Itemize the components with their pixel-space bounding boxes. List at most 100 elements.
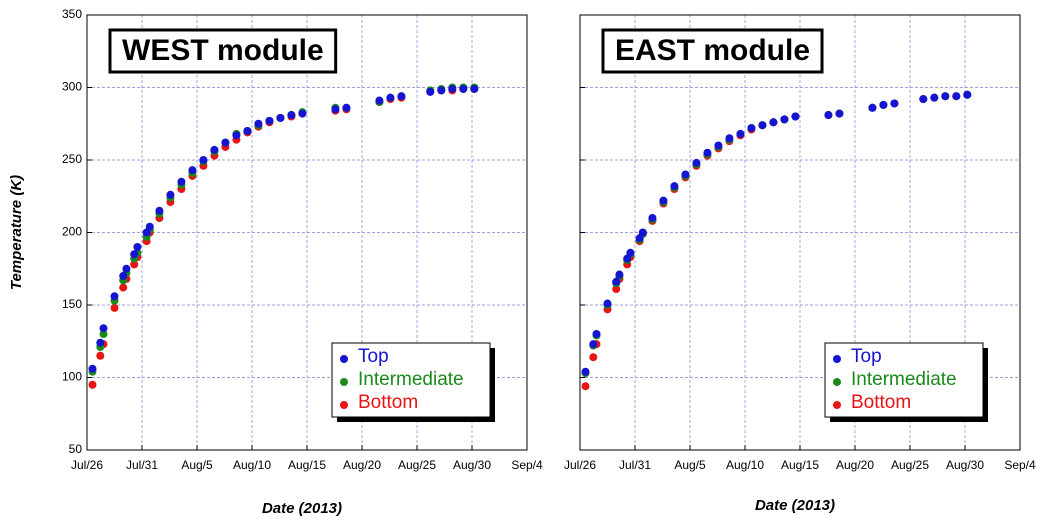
legend-label: Bottom [358,392,418,413]
x-tick-label: Aug/10 [726,458,764,472]
x-tick-label: Jul/31 [126,458,158,472]
x-tick-label: Aug/25 [398,458,436,472]
data-point [276,113,285,122]
plot-frame [579,14,1021,451]
data-point [426,87,435,96]
data-point [589,353,598,362]
data-point [769,118,778,127]
data-point [265,116,274,125]
data-point [780,115,789,124]
data-point [612,285,621,294]
data-point [437,86,446,95]
data-point [375,96,384,105]
data-point [99,330,108,338]
data-point [133,243,142,251]
data-point [736,129,745,138]
data-point [603,299,612,308]
data-point [952,92,961,101]
data-point [470,84,479,93]
legend-label: Intermediate [851,369,957,390]
data-point [298,109,307,118]
data-point [243,127,252,135]
data-point [96,338,105,347]
data-point [88,364,97,373]
legend-swatch [833,355,841,363]
data-point [177,177,186,186]
y-tick-label: 50 [69,442,83,456]
data-point [626,248,635,257]
data-point [791,112,800,121]
x-tick-label: Aug/10 [233,458,271,472]
data-point [99,324,108,333]
y-tick-label: 350 [62,7,82,21]
x-tick-label: Aug/15 [288,458,326,472]
data-point [155,206,164,215]
data-point [824,111,833,120]
data-point [122,264,131,273]
data-point [130,250,139,259]
y-tick-label: 150 [62,297,82,311]
data-point [166,190,175,199]
x-tick-label: Jul/26 [564,458,596,472]
data-point [145,222,154,231]
data-point [659,196,668,205]
data-point [221,138,230,147]
legend-label: Top [358,346,389,367]
x-axis-label: Date (2013) [755,497,835,514]
panel-title: EAST module [615,34,810,67]
x-tick-label: Jul/26 [71,458,103,472]
data-point [581,382,590,391]
legend-swatch [833,401,841,409]
data-point [868,103,877,112]
y-tick-label: 200 [62,225,82,239]
data-point [331,105,340,114]
x-tick-label: Aug/20 [836,458,874,472]
data-point [342,103,351,112]
legend-label: Bottom [851,392,911,413]
data-point [592,330,601,338]
data-point [835,109,844,118]
data-point [703,148,712,157]
x-tick-label: Aug/30 [453,458,491,472]
data-point [397,92,406,101]
legend-swatch [340,401,348,409]
data-point [941,92,950,101]
legend-label: Intermediate [358,369,464,390]
data-point [448,84,457,93]
plot-panel: 50 100 150 200 250 300 350 Jul/26 Jul/31 Aug/5 Aug… [8,7,543,517]
y-tick-label: 100 [62,370,82,384]
x-axis-label: Date (2013) [262,500,342,517]
data-point [199,156,208,164]
data-point [747,124,756,133]
data-point [648,214,657,222]
data-point [88,380,97,389]
y-tick-label: 250 [62,152,82,166]
data-point [963,90,972,99]
x-tick-label: Aug/5 [674,458,706,472]
legend-swatch [833,378,841,386]
data-point [681,170,690,179]
x-tick-label: Aug/20 [343,458,381,472]
data-point [714,141,723,150]
x-tick-label: Sep/4 [1004,458,1036,472]
x-tick-label: Aug/5 [181,458,213,472]
x-tick-label: Jul/31 [619,458,651,472]
data-point [725,134,734,143]
panel-title: WEST module [122,34,324,67]
data-point [110,292,119,301]
data-point [930,93,939,102]
x-tick-label: Aug/30 [946,458,984,472]
data-point [692,158,701,167]
legend-box [824,342,984,418]
data-point [119,283,128,292]
data-point [210,145,219,154]
title-box [108,28,338,74]
data-point [758,121,767,130]
x-tick-label: Aug/25 [891,458,929,472]
legend-swatch [340,355,348,363]
plot-panel: Jul/26 Jul/31 Aug/5 Aug/10 Aug/15 Aug/20 Aug/2… [564,14,1036,514]
data-point [919,95,928,104]
data-point [119,272,128,280]
data-point [254,119,263,128]
data-point [581,367,590,376]
